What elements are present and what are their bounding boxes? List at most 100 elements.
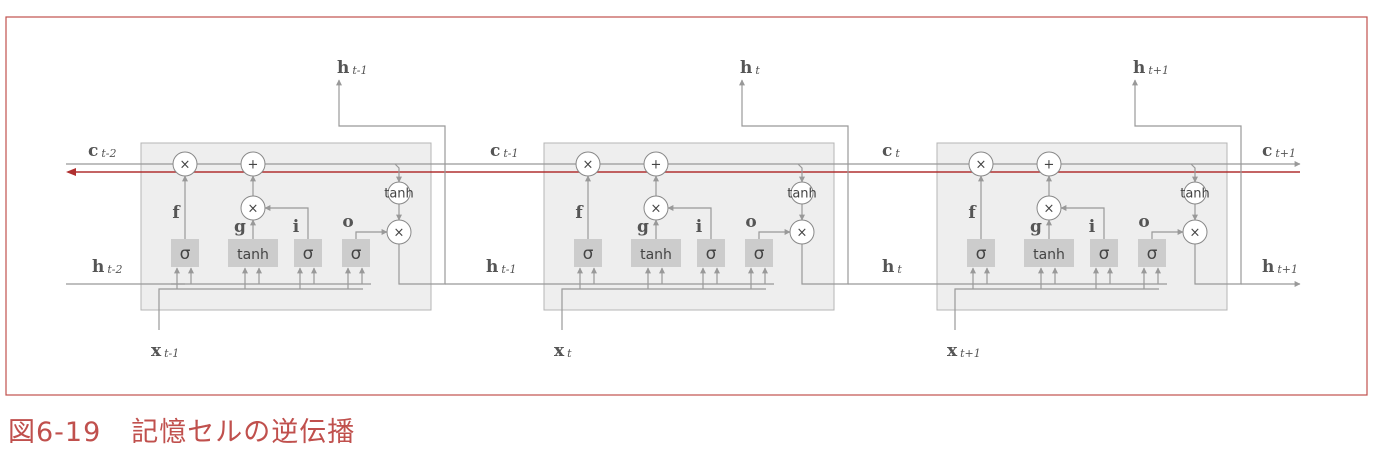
forget-multiply-node-label: ×: [583, 158, 594, 173]
forget-multiply-node: [575, 151, 601, 177]
c-to-tanh: [394, 163, 402, 183]
input-multiply-node: [1036, 195, 1062, 221]
o-to-mul: [758, 229, 791, 239]
input-gate-box: [1090, 239, 1118, 267]
x-input-label-0: x t-1: [151, 341, 179, 361]
backprop-arrowhead-left: [66, 168, 76, 176]
label-f: f: [968, 203, 977, 223]
input-gate-symbol: σ: [1099, 244, 1110, 264]
c-to-tanh: [1190, 163, 1198, 183]
input-multiply-node-label: ×: [1044, 202, 1055, 217]
input-gate-symbol: σ: [706, 244, 717, 264]
tanh-node: [790, 181, 814, 205]
o-to-mul: [1151, 229, 1184, 239]
label-i: i: [1089, 217, 1096, 237]
label-f: f: [172, 203, 181, 223]
g-gate-box: [1024, 239, 1074, 267]
c-to-tanh: [797, 163, 805, 183]
output-multiply-node-label: ×: [797, 226, 808, 241]
c-label-3: c t+1: [1262, 141, 1296, 161]
forget-gate-symbol: σ: [976, 244, 987, 264]
input-multiply-node: [240, 195, 266, 221]
o-to-mul: [355, 229, 388, 239]
input-gate-symbol: σ: [303, 244, 314, 264]
caption-title: 記憶セルの逆伝播: [131, 417, 356, 448]
h-output-label-0: h t-1: [337, 58, 368, 78]
input-gate-box: [294, 239, 322, 267]
output-gate-symbol: σ: [351, 244, 362, 264]
add-node-label: +: [1044, 158, 1055, 173]
forget-multiply-node-label: ×: [976, 158, 987, 173]
forget-multiply-node: [968, 151, 994, 177]
g-gate-symbol: tanh: [1033, 247, 1065, 263]
label-i: i: [696, 217, 703, 237]
c-label-0: c t-2: [88, 141, 117, 161]
tanh-node: [387, 181, 411, 205]
tanh-node-label: tanh: [1180, 187, 1210, 202]
cell-state-backprop-arrows: [66, 168, 1300, 176]
label-f: f: [575, 203, 584, 223]
lstm-cell-0: × + × tanh × σ tanh σ σ f g i o: [158, 79, 574, 330]
forget-multiply-node: [172, 151, 198, 177]
h-label-1: h t-1: [486, 257, 517, 277]
g-gate-box: [631, 239, 681, 267]
add-node: [643, 151, 669, 177]
forget-gate-box: [574, 239, 602, 267]
input-gate-box: [697, 239, 725, 267]
g-gate-symbol: tanh: [237, 247, 269, 263]
forget-gate-symbol: σ: [180, 244, 191, 264]
add-node-label: +: [248, 158, 259, 173]
lstm-cell-1: × + × tanh × σ tanh σ σ f g i o: [561, 79, 967, 330]
forget-multiply-node-label: ×: [180, 158, 191, 173]
x-input-bus: [954, 288, 1159, 330]
forget-gate-symbol: σ: [583, 244, 594, 264]
output-gate-box: [1138, 239, 1166, 267]
label-o: o: [745, 212, 756, 232]
x-input-bus: [158, 288, 363, 330]
output-multiply-node-label: ×: [394, 226, 405, 241]
output-multiply-node: [789, 219, 815, 245]
tanh-node-label: tanh: [384, 187, 414, 202]
output-multiply-node: [386, 219, 412, 245]
tanh-node-label: tanh: [787, 187, 817, 202]
x-input-label-2: x t+1: [947, 341, 981, 361]
label-g: g: [637, 217, 649, 237]
add-node-label: +: [651, 158, 662, 173]
h-label-3: h t+1: [1262, 257, 1298, 277]
tanh-node: [1183, 181, 1207, 205]
label-g: g: [1030, 217, 1042, 237]
h-output-up: [1132, 79, 1242, 285]
x-input-bus: [561, 288, 766, 330]
i-to-mul: [1060, 205, 1105, 239]
output-multiply-node: [1182, 219, 1208, 245]
figure-caption: 図6-19 記憶セルの逆伝播: [8, 410, 355, 449]
forget-gate-box: [171, 239, 199, 267]
label-o: o: [1138, 212, 1149, 232]
h-label-0: h t-2: [92, 257, 123, 277]
g-gate-box: [228, 239, 278, 267]
lstm-cell-2: × + × tanh × σ tanh σ σ f g i o: [954, 79, 1301, 330]
output-gate-box: [745, 239, 773, 267]
output-gate-symbol: σ: [754, 244, 765, 264]
forget-gate-box: [967, 239, 995, 267]
add-node: [1036, 151, 1062, 177]
label-o: o: [342, 212, 353, 232]
input-multiply-node-label: ×: [248, 202, 259, 217]
forward-lines: [66, 161, 1301, 285]
c-label-1: c t-1: [490, 141, 519, 161]
caption-number: 図6-19: [8, 417, 102, 448]
input-multiply-node: [643, 195, 669, 221]
add-node: [240, 151, 266, 177]
label-i: i: [293, 217, 300, 237]
input-multiply-node-label: ×: [651, 202, 662, 217]
label-g: g: [234, 217, 246, 237]
i-to-mul: [264, 205, 309, 239]
output-multiply-node-label: ×: [1190, 226, 1201, 241]
i-to-mul: [667, 205, 712, 239]
figure-frame: [5, 16, 1368, 396]
